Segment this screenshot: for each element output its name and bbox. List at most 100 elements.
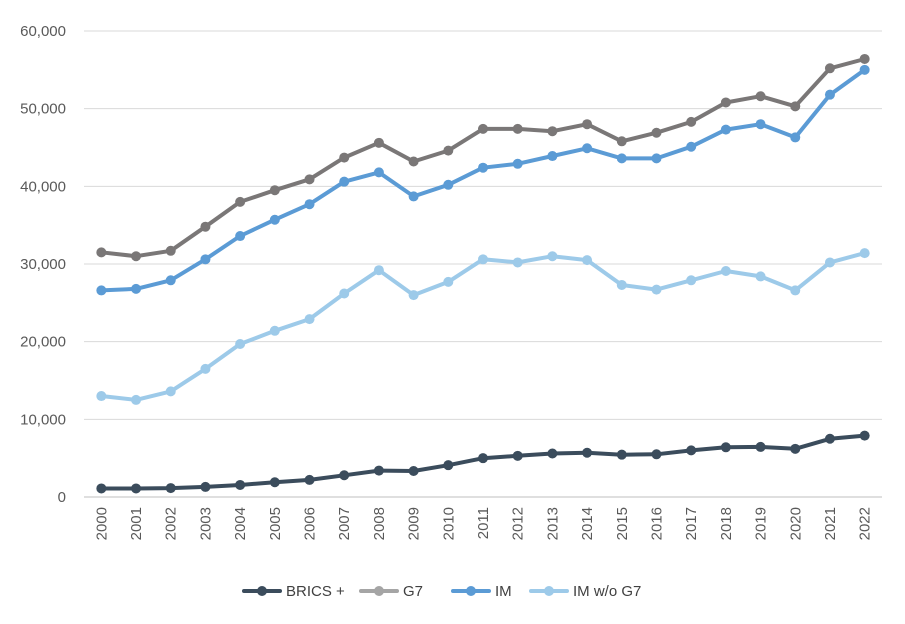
data-point-g7 <box>269 185 280 196</box>
series-im-w-o-g7 <box>96 248 870 405</box>
data-point-im-w-o-g7 <box>686 275 697 286</box>
data-point-im-w-o-g7 <box>373 265 384 276</box>
data-point-brics <box>824 433 835 444</box>
y-tick-label: 40,000 <box>20 178 66 195</box>
data-point-brics <box>408 465 419 476</box>
x-tick-label: 2021 <box>822 507 839 540</box>
data-point-im <box>96 285 107 296</box>
data-point-im <box>582 143 593 154</box>
data-point-g7 <box>616 136 627 147</box>
series-brics <box>96 430 870 494</box>
data-point-g7 <box>304 174 315 185</box>
data-point-g7 <box>408 156 419 167</box>
legend-item-im-w-o-g7: IM w/o G7 <box>529 583 641 600</box>
x-tick-label: 2014 <box>579 507 596 540</box>
data-point-brics <box>512 450 523 461</box>
data-point-brics <box>373 465 384 476</box>
data-point-brics <box>235 479 246 490</box>
data-point-brics <box>651 449 662 460</box>
data-point-im-w-o-g7 <box>512 257 523 268</box>
data-point-brics <box>582 447 593 458</box>
data-point-brics <box>269 477 280 488</box>
data-point-im <box>755 119 766 130</box>
x-tick-label: 2020 <box>787 507 804 540</box>
legend-label: BRICS + <box>286 583 345 600</box>
x-tick-label: 2016 <box>648 507 665 540</box>
legend-marker-icon <box>257 586 267 596</box>
data-point-g7 <box>131 251 142 262</box>
series-im <box>96 64 870 296</box>
x-tick-label: 2007 <box>336 507 353 540</box>
data-point-g7 <box>686 116 697 127</box>
data-point-im <box>686 141 697 152</box>
data-point-im <box>616 153 627 164</box>
data-point-im <box>512 158 523 169</box>
data-point-g7 <box>339 152 350 163</box>
data-point-im <box>235 231 246 242</box>
legend-label: IM w/o G7 <box>573 583 641 600</box>
x-tick-label: 2001 <box>128 507 145 540</box>
data-point-brics <box>616 449 627 460</box>
data-point-g7 <box>651 127 662 138</box>
data-point-im <box>824 89 835 100</box>
x-tick-label: 2013 <box>544 507 561 540</box>
series-g7 <box>96 53 870 262</box>
data-point-im <box>304 199 315 210</box>
data-point-im-w-o-g7 <box>200 363 211 374</box>
x-tick-label: 2000 <box>93 507 110 540</box>
legend-label: G7 <box>403 583 423 600</box>
data-point-im-w-o-g7 <box>478 254 488 265</box>
data-point-im <box>443 179 454 190</box>
series-line-im-w-o-g7 <box>99 251 867 402</box>
data-point-im-w-o-g7 <box>235 338 246 349</box>
x-tick-label: 2010 <box>440 507 457 540</box>
data-point-im-w-o-g7 <box>269 325 280 336</box>
data-point-im-w-o-g7 <box>443 276 454 287</box>
legend-marker-icon <box>466 586 476 596</box>
data-point-im <box>373 167 384 178</box>
data-point-g7 <box>478 123 488 134</box>
y-tick-label: 0 <box>58 489 66 506</box>
data-point-g7 <box>200 221 211 232</box>
data-point-im-w-o-g7 <box>547 251 558 262</box>
x-tick-label: 2003 <box>197 507 214 540</box>
data-point-im <box>408 191 419 202</box>
data-point-brics <box>720 442 731 453</box>
data-point-brics <box>165 483 176 494</box>
legend-marker-icon <box>374 586 384 596</box>
data-point-brics <box>443 460 454 471</box>
data-point-im-w-o-g7 <box>824 257 835 268</box>
y-axis-tick-labels: 0 10,000 20,000 30,000 40,000 50,000 60,000 <box>20 23 66 506</box>
data-point-im-w-o-g7 <box>859 248 870 259</box>
data-point-im <box>131 283 142 294</box>
data-point-brics <box>686 445 697 456</box>
data-point-g7 <box>859 53 870 64</box>
legend-label: IM <box>495 583 512 600</box>
data-point-brics <box>131 483 142 494</box>
x-axis-tick-labels: 2000 2001 2002 2003 2004 2005 2006 2007 2008 2009… <box>93 507 873 540</box>
data-point-g7 <box>443 145 454 156</box>
data-point-im <box>200 254 211 265</box>
legend-item-g7: G7 <box>359 583 423 600</box>
y-tick-label: 10,000 <box>20 411 66 428</box>
series-group <box>96 53 870 494</box>
data-point-im-w-o-g7 <box>755 271 766 282</box>
data-point-im-w-o-g7 <box>96 391 107 402</box>
data-point-im-w-o-g7 <box>339 288 350 299</box>
data-point-g7 <box>582 119 593 130</box>
x-tick-label: 2022 <box>857 507 874 540</box>
data-point-im <box>478 162 488 173</box>
x-tick-label: 2005 <box>267 507 284 540</box>
data-point-im-w-o-g7 <box>131 394 142 405</box>
x-tick-label: 2018 <box>718 507 735 540</box>
x-tick-label: 2004 <box>232 507 249 540</box>
data-point-g7 <box>512 123 523 134</box>
x-tick-label: 2011 <box>475 507 492 539</box>
y-tick-label: 50,000 <box>20 101 66 118</box>
data-point-g7 <box>235 196 246 207</box>
data-point-im <box>269 214 280 225</box>
data-point-im <box>651 153 662 164</box>
data-point-g7 <box>547 126 558 137</box>
data-point-im <box>547 151 558 162</box>
data-point-g7 <box>790 101 801 112</box>
